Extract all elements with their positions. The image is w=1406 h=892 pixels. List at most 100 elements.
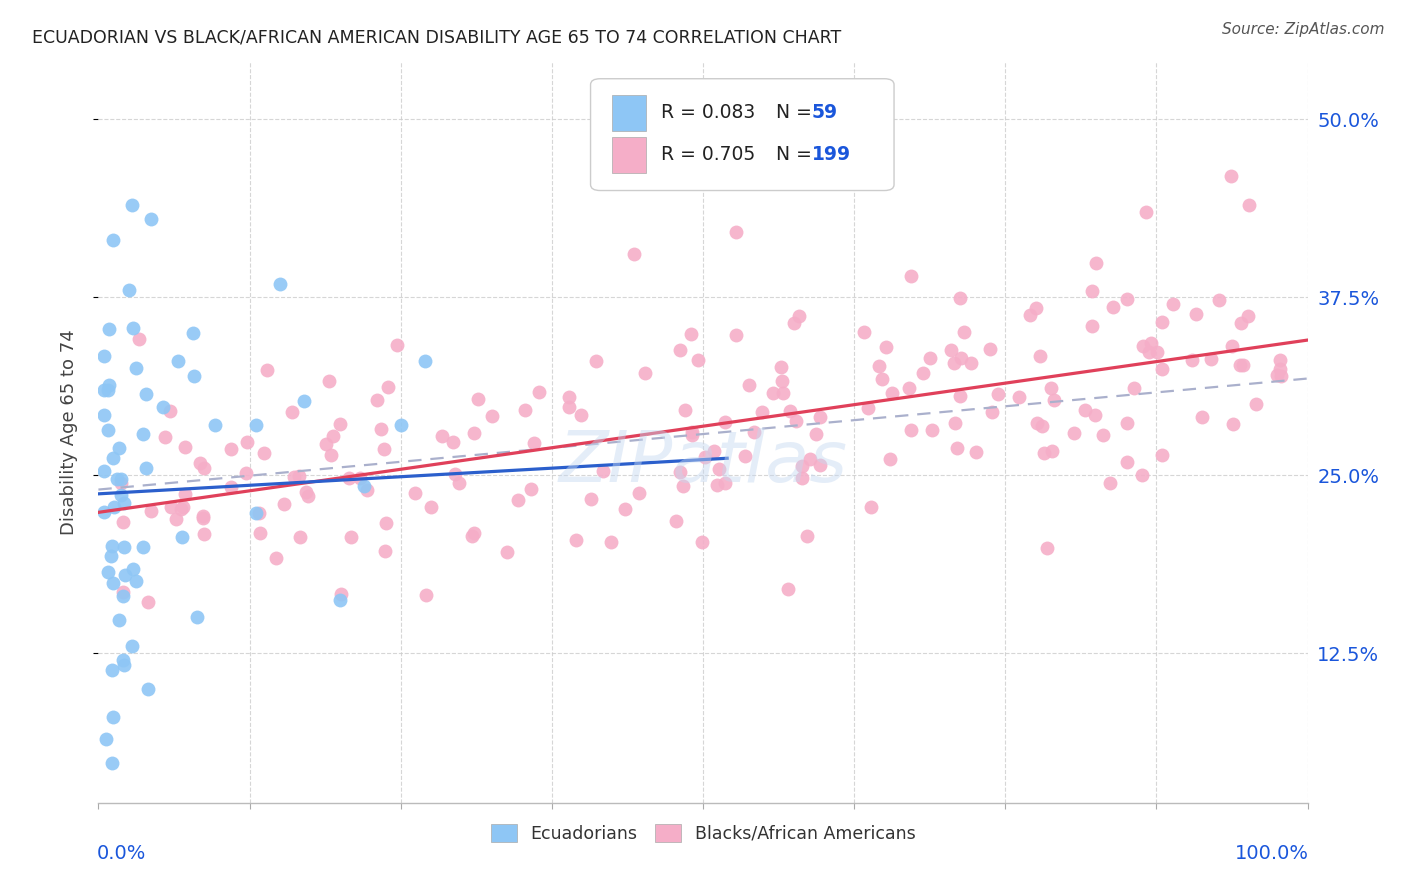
Y-axis label: Disability Age 65 to 74: Disability Age 65 to 74 — [59, 330, 77, 535]
Point — [681, 327, 703, 342]
Point — [860, 500, 883, 515]
Point — [1132, 339, 1154, 353]
Point — [430, 428, 453, 442]
Point — [707, 462, 730, 476]
Point — [1161, 297, 1184, 311]
Point — [634, 366, 657, 380]
Point — [101, 710, 124, 724]
Point — [1098, 476, 1121, 491]
Point — [110, 488, 132, 502]
Point — [1152, 448, 1174, 462]
Point — [108, 441, 131, 455]
Point — [283, 469, 305, 483]
Point — [785, 414, 807, 428]
Point — [1084, 409, 1107, 423]
Point — [965, 445, 987, 459]
Point — [155, 430, 177, 444]
Point — [172, 500, 194, 514]
Point — [193, 527, 215, 541]
Point — [628, 486, 651, 500]
Point — [668, 343, 690, 358]
Point — [579, 491, 602, 506]
Point — [294, 485, 316, 500]
Point — [614, 501, 637, 516]
Point — [879, 452, 901, 467]
Point — [269, 277, 291, 291]
Point — [461, 528, 484, 542]
Point — [160, 500, 183, 514]
Point — [875, 341, 897, 355]
Point — [762, 385, 785, 400]
Point — [111, 653, 134, 667]
Point — [1268, 353, 1291, 368]
Point — [770, 374, 793, 388]
Point — [734, 449, 756, 463]
Point — [107, 472, 129, 486]
Point — [128, 332, 150, 346]
Point — [235, 434, 257, 449]
Point — [1219, 169, 1241, 184]
Point — [132, 540, 155, 554]
Point — [340, 530, 363, 544]
Point — [112, 495, 135, 509]
Legend: Ecuadorians, Blacks/African Americans: Ecuadorians, Blacks/African Americans — [484, 817, 922, 850]
Point — [112, 657, 135, 672]
Point — [139, 504, 162, 518]
Point — [159, 404, 181, 418]
Point — [1026, 417, 1049, 431]
Point — [139, 212, 162, 227]
Point — [93, 465, 115, 479]
Point — [918, 351, 941, 366]
Point — [1039, 381, 1062, 395]
Point — [1137, 345, 1160, 359]
Point — [1025, 301, 1047, 315]
Point — [695, 450, 717, 465]
Point — [138, 595, 160, 609]
Point — [121, 639, 143, 653]
Point — [444, 467, 467, 482]
Point — [1043, 393, 1066, 408]
Point — [1081, 319, 1104, 334]
Point — [1018, 308, 1040, 322]
Point — [297, 490, 319, 504]
Point — [1116, 292, 1139, 306]
Point — [319, 448, 342, 462]
Point — [669, 465, 692, 479]
Point — [1135, 205, 1157, 219]
Point — [808, 458, 831, 472]
Point — [97, 566, 120, 580]
FancyBboxPatch shape — [613, 137, 647, 173]
Point — [253, 445, 276, 459]
Point — [686, 353, 709, 368]
Point — [1074, 403, 1097, 417]
Point — [585, 354, 607, 368]
Point — [125, 361, 148, 376]
Text: ECUADORIAN VS BLACK/AFRICAN AMERICAN DISABILITY AGE 65 TO 74 CORRELATION CHART: ECUADORIAN VS BLACK/AFRICAN AMERICAN DIS… — [32, 29, 841, 47]
Point — [264, 551, 287, 566]
Point — [98, 378, 121, 392]
Text: Source: ZipAtlas.com: Source: ZipAtlas.com — [1222, 22, 1385, 37]
Point — [419, 500, 441, 514]
Point — [449, 475, 471, 490]
Point — [945, 416, 967, 430]
Point — [558, 400, 581, 414]
Point — [191, 508, 214, 523]
Point — [174, 440, 197, 454]
Point — [122, 320, 145, 334]
Point — [467, 392, 489, 406]
Point — [1199, 352, 1222, 367]
Point — [404, 486, 426, 500]
Point — [941, 343, 963, 357]
Point — [792, 471, 814, 485]
Point — [249, 526, 271, 541]
Point — [377, 380, 399, 394]
Point — [1230, 316, 1253, 330]
Text: N =: N = — [776, 145, 817, 164]
Point — [1040, 444, 1063, 458]
Point — [1208, 293, 1230, 307]
Point — [1122, 381, 1144, 395]
Text: N =: N = — [776, 103, 817, 122]
Point — [93, 505, 115, 519]
Point — [569, 409, 592, 423]
Point — [1116, 417, 1139, 431]
